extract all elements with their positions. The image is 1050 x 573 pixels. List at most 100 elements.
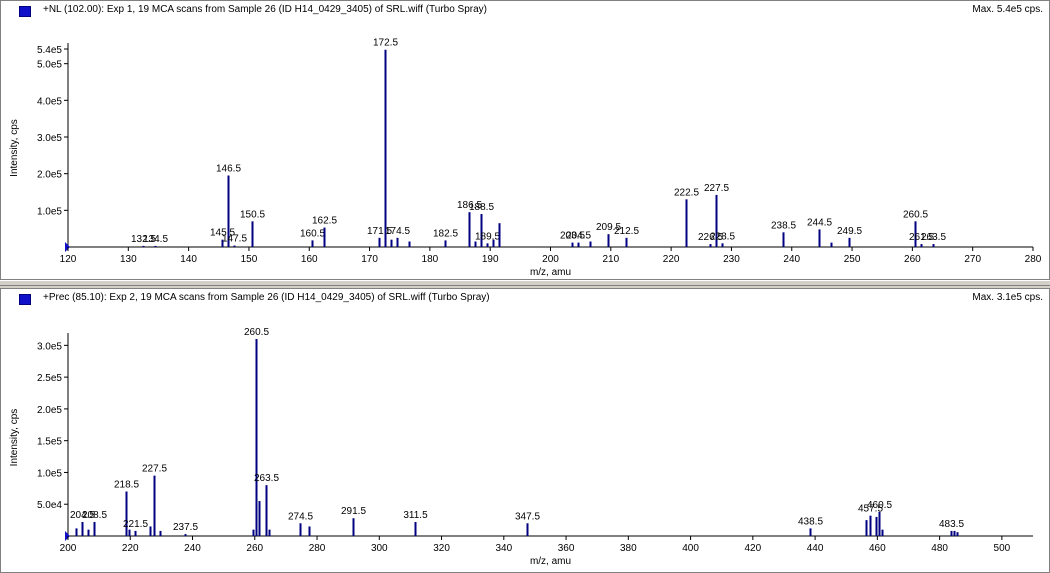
peak-label: 160.5 <box>300 228 325 239</box>
x-tick-label: 280 <box>1025 254 1042 265</box>
x-tick-label: 160 <box>301 254 318 265</box>
peak-label: 147.5 <box>222 234 247 245</box>
y-tick-label: 1.5e5 <box>37 437 62 448</box>
peak-label: 226.5 <box>698 232 723 243</box>
peak-label: 263.5 <box>254 473 279 484</box>
x-tick-label: 170 <box>361 254 378 265</box>
x-tick-label: 400 <box>682 543 699 554</box>
y-axis-label: Intensity, cps <box>9 409 20 467</box>
x-tick-label: 420 <box>744 543 761 554</box>
x-tick-label: 200 <box>542 254 559 265</box>
peak-label: 261.5 <box>909 232 934 243</box>
peak-label: 228.5 <box>710 231 735 242</box>
peak-label: 203.5 <box>560 231 585 242</box>
prec-spectrum-chart[interactable]: 200 220 240 260 280 300 320 340 360 380 400 420 440 4… <box>1 289 1049 572</box>
y-tick-label: 2.0e5 <box>37 170 62 181</box>
x-tick-label: 210 <box>602 254 619 265</box>
peak-label: 204.5 <box>566 231 591 242</box>
peak-label: 150.5 <box>240 209 265 220</box>
peak-label: 483.5 <box>939 519 964 530</box>
x-tick-label: 140 <box>180 254 197 265</box>
y-tick-label: 1.0e5 <box>37 206 62 217</box>
y-axis-label: Intensity, cps <box>9 119 20 177</box>
y-tick-label: 4.0e5 <box>37 96 62 107</box>
peak-label: 182.5 <box>433 228 458 239</box>
x-tick-label: 260 <box>904 254 921 265</box>
y-tick-label: 3.0e5 <box>37 133 62 144</box>
x-tick-label: 240 <box>184 543 201 554</box>
peak-label: 227.5 <box>142 464 167 475</box>
peak-label: 212.5 <box>614 226 639 237</box>
x-tick-label: 220 <box>122 543 139 554</box>
peak-label: 208.5 <box>82 510 107 521</box>
x-tick-label: 380 <box>620 543 637 554</box>
x-tick-label: 230 <box>723 254 740 265</box>
x-tick-label: 440 <box>807 543 824 554</box>
peak-label: 291.5 <box>341 506 366 517</box>
peak-label: 311.5 <box>403 510 428 521</box>
peak-label: 189.5 <box>475 231 500 242</box>
splitter[interactable] <box>0 280 1050 286</box>
x-tick-label: 250 <box>844 254 861 265</box>
peak-label: 221.5 <box>123 519 148 530</box>
spectrum-icon[interactable] <box>19 6 31 17</box>
max-intensity-label: Max. 3.1e5 cps. <box>972 292 1043 303</box>
peak-label: 204.5 <box>70 510 95 521</box>
max-intensity-label: Max. 5.4e5 cps. <box>972 4 1043 15</box>
spectrum-panel-prec[interactable]: +Prec (85.10): Exp 2, 19 MCA scans from … <box>0 288 1050 573</box>
peak-label: 146.5 <box>216 164 241 175</box>
peak-label: 347.5 <box>515 511 540 522</box>
y-tick-label: 5.0e4 <box>37 500 62 511</box>
nl-spectrum-chart[interactable]: 120 130 140 150 160 170 180 190 200 210 220 230 240 2… <box>1 1 1049 279</box>
peak-label: 186.5 <box>457 200 482 211</box>
peak-label: 260.5 <box>244 327 269 338</box>
x-axis-label: m/z, amu <box>530 267 571 278</box>
x-axis-label: m/z, amu <box>530 556 571 567</box>
y-tick-label: 5.4e5 <box>37 45 62 56</box>
spectrum-icon[interactable] <box>19 294 31 305</box>
peak-label: 238.5 <box>771 220 796 231</box>
peak-label: 438.5 <box>798 516 823 527</box>
peak-label: 145.5 <box>210 228 235 239</box>
peak-label: 218.5 <box>114 480 139 491</box>
x-tick-label: 130 <box>120 254 137 265</box>
y-tick-label: 2.5e5 <box>37 373 62 384</box>
peak-label: 274.5 <box>288 511 313 522</box>
peak-label: 174.5 <box>385 226 410 237</box>
x-tick-label: 190 <box>482 254 499 265</box>
x-tick-label: 360 <box>558 543 575 554</box>
spectrum-panel-nl[interactable]: +NL (102.00): Exp 1, 19 MCA scans from S… <box>0 0 1050 280</box>
peak-label: 249.5 <box>837 226 862 237</box>
x-tick-label: 150 <box>241 254 258 265</box>
x-tick-label: 280 <box>309 543 326 554</box>
x-tick-label: 240 <box>783 254 800 265</box>
x-tick-label: 180 <box>422 254 439 265</box>
x-tick-label: 200 <box>60 543 77 554</box>
peak-label: 244.5 <box>807 217 832 228</box>
y-tick-label: 1.0e5 <box>37 468 62 479</box>
x-tick-label: 480 <box>931 543 948 554</box>
peak-label: 188.5 <box>469 202 494 213</box>
x-tick-label: 260 <box>246 543 263 554</box>
x-tick-label: 460 <box>869 543 886 554</box>
x-tick-label: 220 <box>663 254 680 265</box>
peak-label: 171.5 <box>367 226 392 237</box>
peak-label: 132.5 <box>131 234 156 245</box>
panel-title: +NL (102.00): Exp 1, 19 MCA scans from S… <box>43 4 488 15</box>
panel-title: +Prec (85.10): Exp 2, 19 MCA scans from … <box>43 292 490 303</box>
x-tick-label: 500 <box>994 543 1011 554</box>
peak-label: 134.5 <box>143 234 168 245</box>
peak-label: 263.5 <box>921 232 946 243</box>
x-tick-label: 320 <box>433 543 450 554</box>
x-tick-label: 270 <box>964 254 981 265</box>
y-tick-label: 5.0e5 <box>37 60 62 71</box>
x-tick-label: 120 <box>60 254 77 265</box>
x-tick-label: 340 <box>495 543 512 554</box>
peak-label: 227.5 <box>704 183 729 194</box>
peak-label: 162.5 <box>312 216 337 227</box>
peak-label: 457.5 <box>858 504 883 515</box>
peak-label: 237.5 <box>173 522 198 533</box>
peak-label: 260.5 <box>903 209 928 220</box>
x-tick-label: 300 <box>371 543 388 554</box>
peak-label: 209.5 <box>596 222 621 233</box>
